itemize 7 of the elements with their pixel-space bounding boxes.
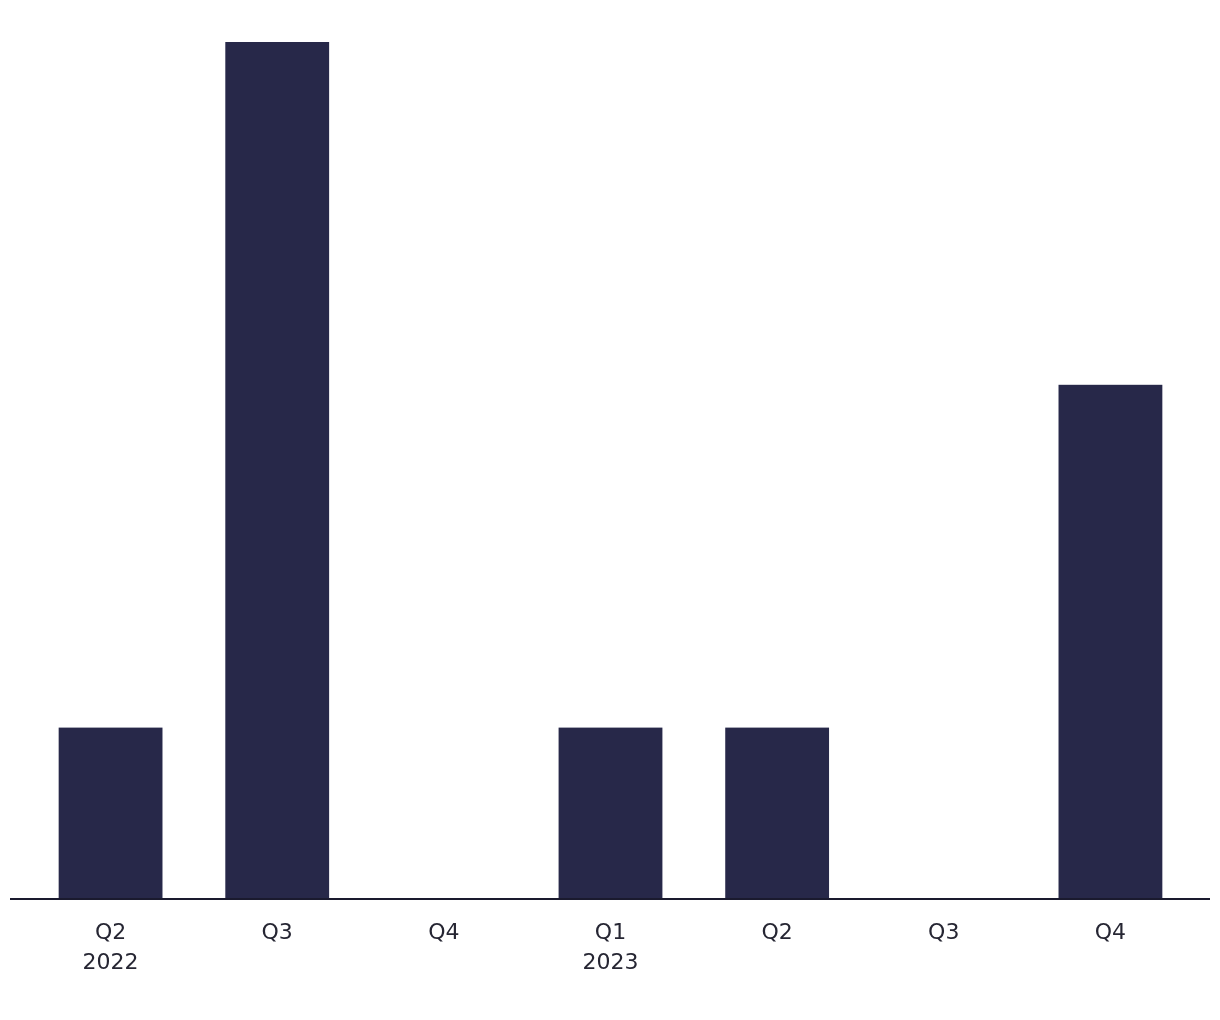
x-tick-label: Q3 [261, 919, 293, 944]
x-tick-label: Q2 2022 [82, 919, 139, 974]
x-tick-label: Q1 2023 [582, 919, 639, 974]
x-tick-label: Q4 [1094, 919, 1127, 944]
x-tick-label: Q3 [928, 919, 960, 944]
x-tick-label: Q2 [761, 919, 793, 944]
x-tick-label: Q4 [428, 919, 460, 944]
